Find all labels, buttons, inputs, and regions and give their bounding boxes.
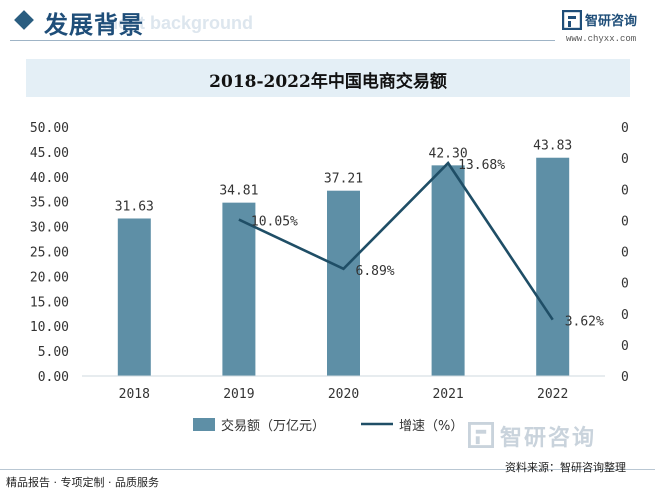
- y-tick-label: 20.00: [30, 270, 69, 285]
- x-tick-label: 2021: [432, 387, 463, 402]
- y-tick-label: 50.00: [30, 121, 69, 136]
- bar: [117, 218, 151, 376]
- bar: [431, 165, 465, 376]
- y-tick-label: 40.00: [30, 171, 69, 186]
- bar-value-label: 37.21: [324, 172, 363, 187]
- footer-source: 资料来源：智研咨询整理: [505, 461, 626, 474]
- y2-tick-label: 0: [621, 246, 629, 261]
- bar: [536, 157, 570, 376]
- brand-name: 智研咨询: [585, 14, 638, 29]
- y-tick-label: 30.00: [30, 221, 69, 236]
- footer-divider: [0, 469, 655, 470]
- brand-mark-icon: [562, 10, 582, 30]
- y-tick-label: 35.00: [30, 196, 69, 211]
- watermark-mark-icon: [468, 422, 494, 448]
- y2-tick-label: 0: [621, 121, 629, 136]
- watermark-logo: 智研咨询: [468, 420, 638, 452]
- y2-tick-label: 0: [621, 152, 629, 167]
- y-tick-label: 15.00: [30, 295, 69, 310]
- section-title: 发展背景: [44, 11, 144, 39]
- growth-value-label: 6.89%: [356, 264, 395, 279]
- bar: [327, 190, 360, 376]
- bar-value-label: 42.30: [429, 146, 468, 161]
- x-tick-label: 2020: [328, 387, 359, 402]
- legend-bar-swatch: [193, 418, 215, 431]
- x-tick-label: 2018: [119, 387, 150, 402]
- brand-url: www.chyxx.com: [566, 34, 637, 44]
- bar-value-label: 34.81: [219, 184, 258, 199]
- growth-line: [238, 161, 554, 321]
- y2-tick-label: 0: [621, 214, 629, 229]
- bar: [222, 202, 256, 376]
- y2-tick-label: 0: [621, 308, 629, 323]
- footer-tagline: 精品报告 · 专项定制 · 品质服务: [6, 476, 159, 489]
- growth-value-label: 13.68%: [458, 158, 505, 173]
- x-tick-label: 2022: [537, 387, 568, 402]
- x-tick-label: 2019: [223, 387, 254, 402]
- y-tick-label: 5.00: [38, 345, 69, 360]
- y2-tick-label: 0: [621, 339, 629, 354]
- chart-title: 2018-2022年中国电商交易额: [209, 72, 447, 92]
- bar-value-label: 43.83: [533, 139, 572, 154]
- chart-title-band: 2018-2022年中国电商交易额: [26, 59, 630, 97]
- y-tick-label: 10.00: [30, 320, 69, 335]
- bar-value-label: 31.63: [115, 199, 154, 214]
- y2-tick-label: 0: [621, 183, 629, 198]
- y2-tick-label: 0: [621, 277, 629, 292]
- section-header: ment background 发展背景: [0, 0, 655, 48]
- y-tick-label: 25.00: [30, 246, 69, 261]
- growth-value-label: 3.62%: [565, 315, 604, 330]
- header-divider: [10, 40, 555, 41]
- growth-value-label: 10.05%: [251, 215, 298, 230]
- brand-logo: 智研咨询 www.chyxx.com: [562, 8, 650, 44]
- header-ghost-text: ment background: [102, 13, 254, 33]
- y2-tick-label: 0: [621, 370, 629, 385]
- y-tick-label: 0.00: [38, 370, 69, 385]
- footer: 精品报告 · 专项定制 · 品质服务 资料来源：智研咨询整理: [0, 461, 655, 491]
- legend-line-label: 增速（%）: [399, 419, 463, 434]
- watermark-text: 智研咨询: [500, 426, 597, 451]
- y-tick-label: 45.00: [30, 146, 69, 161]
- legend-bar-label: 交易额（万亿元）: [221, 418, 325, 434]
